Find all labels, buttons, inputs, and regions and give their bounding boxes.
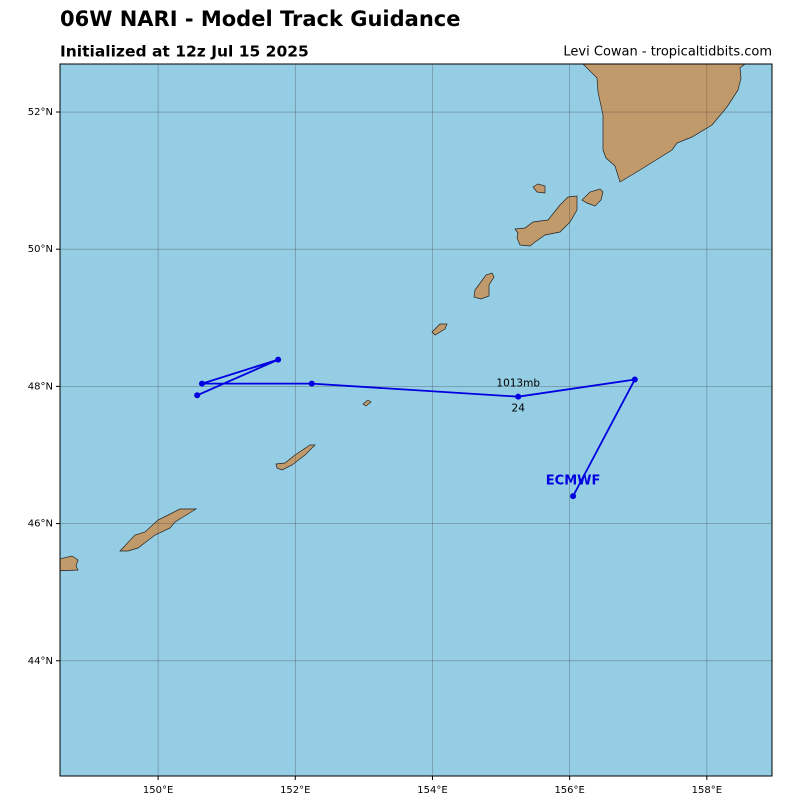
y-tick-label: 52°N [28,107,53,118]
track-point [194,392,201,399]
series-label: ECMWF [546,474,601,489]
ocean [60,64,772,776]
credit: Levi Cowan - tropicaltidbits.com [563,45,772,60]
track-point [198,380,205,387]
subtitle: Initialized at 12z Jul 15 2025 [60,43,309,61]
frame [59,63,773,777]
hour-label: 24 [512,403,526,415]
y-tick-label: 50°N [28,244,53,255]
pressure-label: 1013mb [496,378,540,390]
track-point [308,380,315,387]
y-tick-label: 48°N [28,381,53,392]
track-point [570,493,577,500]
x-tick-label: 158°E [692,785,722,796]
x-tick-label: 154°E [417,785,447,796]
track-point [275,356,282,363]
land [60,64,746,572]
track-point [515,393,522,400]
y-tick-label: 46°N [28,519,53,530]
title: 06W NARI - Model Track Guidance [60,7,460,31]
track-point [631,376,638,383]
x-tick-label: 156°E [554,785,584,796]
x-tick-label: 150°E [143,785,173,796]
y-tick-label: 44°N [28,656,53,667]
x-tick-label: 152°E [280,785,310,796]
